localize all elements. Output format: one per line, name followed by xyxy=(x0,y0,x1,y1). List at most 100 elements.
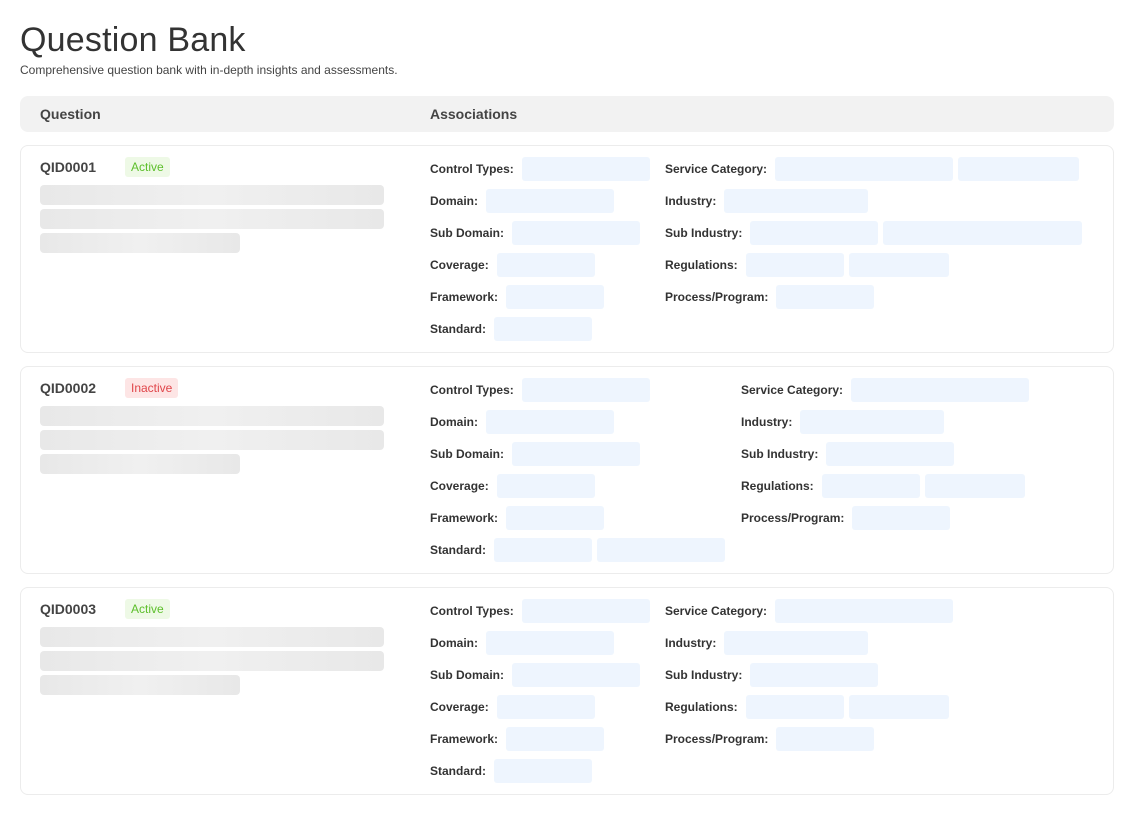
assoc-label-control-types: Control Types: xyxy=(430,162,514,176)
association-chip[interactable] xyxy=(506,727,605,751)
assoc-sub-domain: Sub Domain: xyxy=(430,663,645,687)
association-chip[interactable] xyxy=(852,506,951,530)
association-chip[interactable] xyxy=(826,442,955,466)
column-header-question[interactable]: Question xyxy=(40,106,101,122)
association-chip[interactable] xyxy=(496,474,595,498)
association-chip[interactable] xyxy=(521,378,650,402)
question-id[interactable]: QID0003 xyxy=(40,601,97,617)
association-chip[interactable] xyxy=(494,538,593,562)
association-chip[interactable] xyxy=(597,538,726,562)
association-chip[interactable] xyxy=(486,410,614,434)
question-id[interactable]: QID0001 xyxy=(40,159,97,175)
association-chip[interactable] xyxy=(958,157,1080,181)
page-subtitle: Comprehensive question bank with in-dept… xyxy=(20,63,398,77)
assoc-label-coverage: Coverage: xyxy=(430,700,489,714)
assoc-framework: Framework: xyxy=(430,727,609,751)
association-chip[interactable] xyxy=(821,474,920,498)
assoc-industry: Industry: xyxy=(741,410,949,434)
association-chip[interactable] xyxy=(745,695,844,719)
association-chip[interactable] xyxy=(494,759,593,783)
association-chip[interactable] xyxy=(883,221,1083,245)
question-card[interactable]: QID0003 Active Control Types: Domain: Su… xyxy=(20,587,1114,795)
assoc-regulations: Regulations: xyxy=(665,253,954,277)
question-text-placeholder xyxy=(40,185,384,205)
assoc-framework: Framework: xyxy=(430,506,609,530)
association-chip[interactable] xyxy=(486,189,614,213)
status-badge: Active xyxy=(125,599,170,619)
question-id[interactable]: QID0002 xyxy=(40,380,97,396)
association-chip[interactable] xyxy=(512,221,640,245)
association-chip[interactable] xyxy=(521,599,650,623)
assoc-standard: Standard: xyxy=(430,759,597,783)
assoc-service-category: Service Category: xyxy=(741,378,1034,402)
question-text-placeholder xyxy=(40,430,384,450)
association-chip[interactable] xyxy=(496,253,595,277)
question-text-placeholder xyxy=(40,209,384,229)
assoc-standard: Standard: xyxy=(430,317,597,341)
assoc-label-domain: Domain: xyxy=(430,194,478,208)
question-card[interactable]: QID0001 Active Control Types: Domain: Su… xyxy=(20,145,1114,353)
association-chip[interactable] xyxy=(494,317,593,341)
question-text-placeholder xyxy=(40,651,384,671)
assoc-label-control-types: Control Types: xyxy=(430,383,514,397)
table-header: Question Associations xyxy=(20,96,1114,132)
assoc-regulations: Regulations: xyxy=(741,474,1030,498)
assoc-industry: Industry: xyxy=(665,631,873,655)
association-chip[interactable] xyxy=(750,221,879,245)
association-chip[interactable] xyxy=(496,695,595,719)
assoc-sub-domain: Sub Domain: xyxy=(430,221,645,245)
assoc-domain: Domain: xyxy=(430,410,619,434)
association-chip[interactable] xyxy=(506,506,605,530)
association-chip[interactable] xyxy=(848,253,949,277)
assoc-standard: Standard: xyxy=(430,538,730,562)
assoc-label-service-category: Service Category: xyxy=(741,383,844,397)
assoc-framework: Framework: xyxy=(430,285,609,309)
association-chip[interactable] xyxy=(521,157,650,181)
assoc-label-domain: Domain: xyxy=(430,415,478,429)
assoc-sub-industry: Sub Industry: xyxy=(665,663,883,687)
column-header-associations[interactable]: Associations xyxy=(430,106,518,122)
assoc-sub-industry: Sub Industry: xyxy=(741,442,959,466)
question-text-placeholder xyxy=(40,675,240,695)
assoc-industry: Industry: xyxy=(665,189,873,213)
association-chip[interactable] xyxy=(745,253,844,277)
question-card[interactable]: QID0002 Inactive Control Types: Domain: … xyxy=(20,366,1114,574)
assoc-label-service-category: Service Category: xyxy=(665,162,768,176)
association-chip[interactable] xyxy=(512,663,640,687)
assoc-label-sub-industry: Sub Industry: xyxy=(665,226,743,240)
association-chip[interactable] xyxy=(776,727,875,751)
assoc-coverage: Coverage: xyxy=(430,695,600,719)
assoc-process-program: Process/Program: xyxy=(665,285,879,309)
association-chip[interactable] xyxy=(775,157,954,181)
association-chip[interactable] xyxy=(724,631,869,655)
assoc-label-framework: Framework: xyxy=(430,732,499,746)
page-title: Question Bank xyxy=(20,21,246,59)
assoc-label-service-category: Service Category: xyxy=(665,604,768,618)
association-chip[interactable] xyxy=(848,695,949,719)
association-chip[interactable] xyxy=(851,378,1030,402)
question-text-placeholder xyxy=(40,627,384,647)
association-chip[interactable] xyxy=(800,410,945,434)
association-chip[interactable] xyxy=(512,442,640,466)
association-chip[interactable] xyxy=(750,663,879,687)
association-chip[interactable] xyxy=(506,285,605,309)
assoc-label-industry: Industry: xyxy=(741,415,793,429)
association-chip[interactable] xyxy=(924,474,1025,498)
assoc-label-process-program: Process/Program: xyxy=(665,290,769,304)
assoc-label-coverage: Coverage: xyxy=(430,479,489,493)
association-chip[interactable] xyxy=(724,189,869,213)
assoc-label-process-program: Process/Program: xyxy=(665,732,769,746)
assoc-label-standard: Standard: xyxy=(430,764,487,778)
assoc-process-program: Process/Program: xyxy=(665,727,879,751)
assoc-label-sub-domain: Sub Domain: xyxy=(430,668,504,682)
association-chip[interactable] xyxy=(486,631,614,655)
assoc-label-standard: Standard: xyxy=(430,322,487,336)
assoc-label-process-program: Process/Program: xyxy=(741,511,845,525)
assoc-control-types: Control Types: xyxy=(430,599,655,623)
association-chip[interactable] xyxy=(775,599,954,623)
assoc-label-regulations: Regulations: xyxy=(665,700,738,714)
assoc-label-regulations: Regulations: xyxy=(741,479,814,493)
assoc-coverage: Coverage: xyxy=(430,474,600,498)
assoc-label-sub-domain: Sub Domain: xyxy=(430,226,504,240)
association-chip[interactable] xyxy=(776,285,875,309)
